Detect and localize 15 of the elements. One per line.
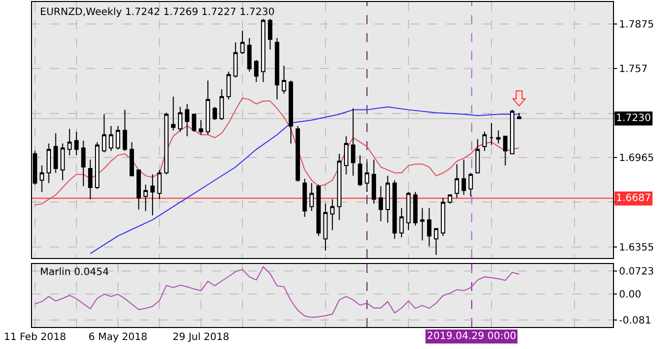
y-tick-label: 1.6965: [619, 152, 654, 164]
y-tick-label: -0.081: [619, 316, 652, 327]
ref-line-label: 1.7230: [616, 113, 651, 124]
ref-line-label: 1.6687: [616, 193, 651, 204]
y-tick-label: 0.0723: [619, 266, 654, 278]
x-tick-label: 29 Jul 2018: [172, 332, 230, 343]
y-tick-label: 1.6355: [619, 242, 654, 254]
text: EURNZD,Weekly 1.7242 1.7269 1.7227 1.7230: [40, 7, 275, 18]
x-tick-label: 6 May 2018: [88, 332, 148, 343]
ref-line-label: 2019.04.29 00:00: [427, 331, 516, 342]
chart-title: Marlin 0.0454: [40, 267, 109, 278]
y-tick-label: 1.7875: [619, 20, 654, 30]
x-tick-label: 11 Feb 2018: [4, 332, 66, 343]
y-tick-label: 1.757: [619, 64, 648, 76]
y-tick-label: 0.00: [619, 290, 642, 301]
